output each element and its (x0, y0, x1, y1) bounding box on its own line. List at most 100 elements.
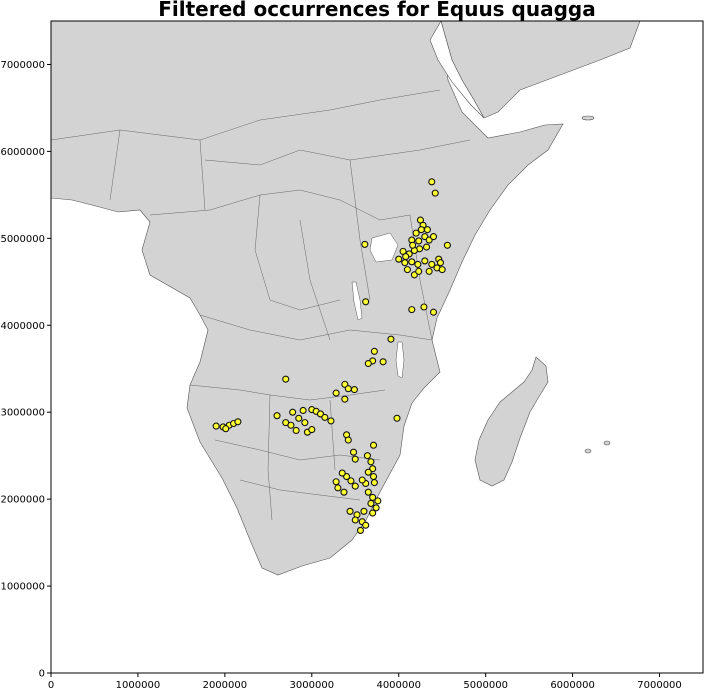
occurrence-point (301, 419, 309, 427)
occurrence-point (415, 267, 423, 275)
island (603, 440, 611, 446)
x-tick-label: 5000000 (463, 680, 508, 690)
occurrence-point (361, 240, 369, 248)
x-tick-label: 2000000 (203, 680, 248, 690)
occurrence-point (379, 358, 387, 366)
occurrence-point (363, 452, 371, 460)
x-tick-label: 0 (48, 680, 54, 690)
occurrence-point (364, 359, 372, 368)
x-axis: 0 1000000 2000000 3000000 4000000 5000000 6000… (48, 673, 682, 690)
country-borders (51, 89, 471, 521)
island (584, 448, 592, 454)
occurrence-point (340, 488, 348, 496)
occurrence-point (423, 243, 431, 251)
chart-title: Filtered occurrences for Equus quagga (158, 0, 595, 21)
occurrence-point (282, 375, 290, 383)
occurrence-point (414, 260, 422, 268)
occurrence-point (332, 389, 340, 397)
occurrence-point (347, 477, 355, 485)
occurrence-point (346, 507, 354, 515)
occurrence-point (338, 469, 346, 477)
lake-tanganyika (351, 281, 363, 321)
y-tick-label: 0 (39, 669, 45, 680)
occurrence-point (374, 497, 382, 505)
occurrence-point (370, 347, 378, 355)
occurrence-point (443, 241, 451, 249)
occurrence-point (362, 521, 370, 529)
occurrence-point (351, 516, 359, 524)
occurrence-point (332, 478, 340, 486)
occurrence-point (299, 406, 307, 415)
y-tick-label: 5000000 (0, 234, 45, 245)
occurrence-point (412, 229, 420, 237)
occurrence-point (360, 507, 368, 515)
occurrence-point (401, 259, 409, 267)
occurrence-point (369, 441, 378, 449)
occurrence-point (395, 255, 403, 263)
occurrence-point (292, 426, 300, 435)
y-tick-label: 3000000 (0, 408, 45, 419)
occurrence-point (402, 253, 410, 261)
occurrence-point (421, 257, 429, 265)
occurrence-point (431, 189, 439, 197)
occurrence-point (356, 526, 365, 534)
occurrence-point (369, 509, 377, 517)
madagascar-landmass (474, 356, 549, 487)
occurrence-point (222, 425, 230, 433)
occurrence-point (367, 458, 375, 466)
occurrence-point (295, 414, 303, 422)
occurrence-point (273, 412, 281, 420)
basemap (51, 21, 641, 576)
y-axis: 0 1000000 2000000 3000000 4000000 5000000 6000… (0, 60, 51, 680)
occurrence-point (341, 395, 349, 403)
occurrence-point (408, 306, 416, 314)
occurrence-point (308, 426, 316, 434)
red-sea (429, 21, 485, 119)
x-tick-label: 6000000 (550, 680, 595, 690)
occurrence-point (344, 436, 352, 444)
occurrence-point (403, 266, 411, 274)
occurrence-point (417, 226, 425, 234)
occurrence-point (321, 413, 329, 421)
occurrence-point (420, 303, 428, 311)
occurrence-point (369, 472, 378, 481)
y-tick-label: 2000000 (0, 495, 45, 506)
lake-malawi (395, 341, 405, 379)
x-tick-label: 7000000 (637, 680, 682, 690)
occurrence-point (415, 237, 423, 245)
occurrence-point (387, 335, 395, 343)
occurrence-point (436, 259, 445, 267)
occurrence-point (350, 386, 358, 394)
occurrence-point (364, 488, 372, 496)
occurrence-point (349, 448, 358, 456)
occurrence-point (344, 385, 352, 393)
island (581, 115, 595, 121)
lake-victoria (369, 232, 399, 263)
occurrence-point (367, 499, 375, 508)
y-tick-label: 1000000 (0, 582, 45, 593)
occurrence-point (351, 482, 359, 490)
occurrence-point (327, 417, 335, 425)
x-tick-label: 1000000 (116, 680, 161, 690)
occurrence-points (212, 178, 451, 534)
occurrence-point (289, 408, 297, 416)
occurrence-point (287, 421, 295, 429)
occurrence-point (429, 308, 438, 316)
occurrence-point (428, 260, 436, 268)
occurrence-point (438, 266, 446, 274)
occurrence-point (351, 455, 359, 463)
plot-frame (50, 20, 704, 674)
x-tick-label: 3000000 (290, 680, 335, 690)
occurrence-point (364, 468, 372, 476)
occurrence-point (409, 241, 417, 249)
occurrence-point (428, 178, 436, 186)
occurrence-point (212, 422, 220, 430)
occurrence-point (393, 414, 401, 422)
occurrence-point (372, 504, 380, 512)
occurrence-point (370, 479, 378, 487)
occurrence-point (423, 226, 431, 234)
occurrence-point (425, 267, 433, 275)
africa-landmass (51, 21, 564, 576)
y-tick-label: 7000000 (0, 60, 45, 71)
